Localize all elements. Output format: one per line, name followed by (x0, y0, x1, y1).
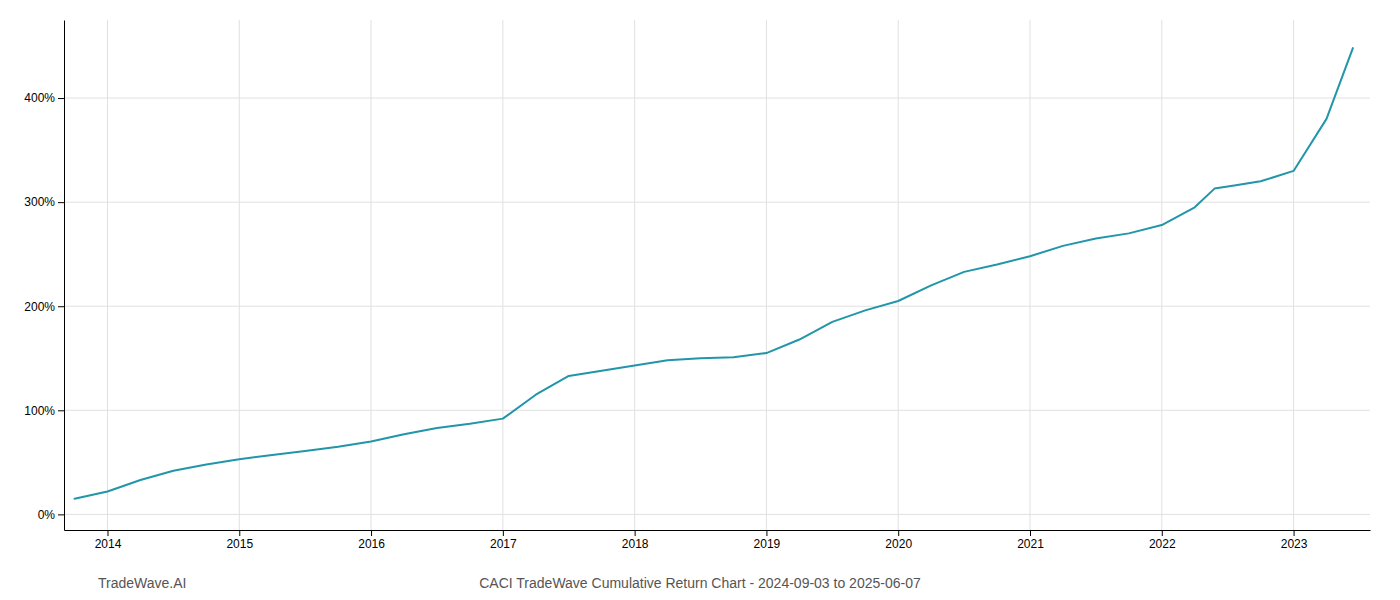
tick: 2015 (226, 530, 253, 551)
axis-line (65, 530, 1371, 531)
tick: 400% (24, 91, 64, 105)
grid-line (107, 20, 108, 530)
tick: 2018 (622, 530, 649, 551)
tick-mark (58, 202, 64, 203)
tick: 2017 (490, 530, 517, 551)
tick: 200% (24, 300, 64, 314)
tick-mark (239, 530, 240, 536)
tick-label: 2017 (490, 537, 517, 551)
tick-mark (371, 530, 372, 536)
tick-label: 2015 (226, 537, 253, 551)
tick-label: 2018 (622, 537, 649, 551)
tick: 2022 (1149, 530, 1176, 551)
grid-line (64, 410, 1370, 411)
tick: 2019 (754, 530, 781, 551)
tick-mark (107, 530, 108, 536)
marks (75, 48, 1353, 499)
tick-mark (1030, 530, 1031, 536)
title: CACI TradeWave Cumulative Return Chart -… (479, 575, 921, 591)
tick-mark (58, 514, 64, 515)
grid-line (1161, 20, 1162, 530)
chart: 2014 2015 2016 2017 2018 2019 2020 2021 2022 2023… (0, 0, 1400, 600)
tick-mark (766, 530, 767, 536)
tick-label: 2016 (358, 537, 385, 551)
grid-line (898, 20, 899, 530)
line (75, 48, 1353, 499)
tick: 0% (38, 508, 64, 522)
tick-mark (1294, 530, 1295, 536)
grid-line (1029, 20, 1030, 530)
tick-mark (635, 530, 636, 536)
grid (64, 20, 1370, 530)
tick-label: 2014 (95, 537, 122, 551)
x-axis: 2014 2015 2016 2017 2018 2019 2020 2021 2022 2023 (65, 530, 1371, 551)
tick: 2023 (1281, 530, 1308, 551)
grid-line (64, 98, 1370, 99)
tick: 2016 (358, 530, 385, 551)
watermark: TradeWave.AI (98, 575, 186, 591)
grid-line (634, 20, 635, 530)
tick-label: 300% (24, 195, 55, 209)
tick: 2021 (1017, 530, 1044, 551)
y-axis: 0% 100% 200% 300% 400% (24, 21, 64, 531)
grid-line (64, 202, 1370, 203)
tick: 300% (24, 195, 64, 209)
grid-line (1293, 20, 1294, 530)
tick-label: 2023 (1281, 537, 1308, 551)
tick-label: 2019 (754, 537, 781, 551)
grid-line (766, 20, 767, 530)
tick-label: 0% (38, 508, 56, 522)
grid-line (371, 20, 372, 530)
tick-label: 400% (24, 91, 55, 105)
tick: 2020 (885, 530, 912, 551)
tick-mark (1162, 530, 1163, 536)
tick-label: 2022 (1149, 537, 1176, 551)
tick-label: 200% (24, 300, 55, 314)
grid-line (502, 20, 503, 530)
tick-label: 2020 (885, 537, 912, 551)
tick: 2014 (95, 530, 122, 551)
grid-line (64, 306, 1370, 307)
tick-mark (58, 98, 64, 99)
tick: 100% (24, 404, 64, 418)
tick-mark (58, 306, 64, 307)
tick-mark (58, 410, 64, 411)
grid-line (64, 514, 1370, 515)
axis-line (64, 21, 65, 531)
plot: 2014 2015 2016 2017 2018 2019 2020 2021 2022 2023… (24, 20, 1370, 551)
grid-line (239, 20, 240, 530)
tick-label: 2021 (1017, 537, 1044, 551)
tick-label: 100% (24, 404, 55, 418)
tick-mark (898, 530, 899, 536)
tick-mark (503, 530, 504, 536)
